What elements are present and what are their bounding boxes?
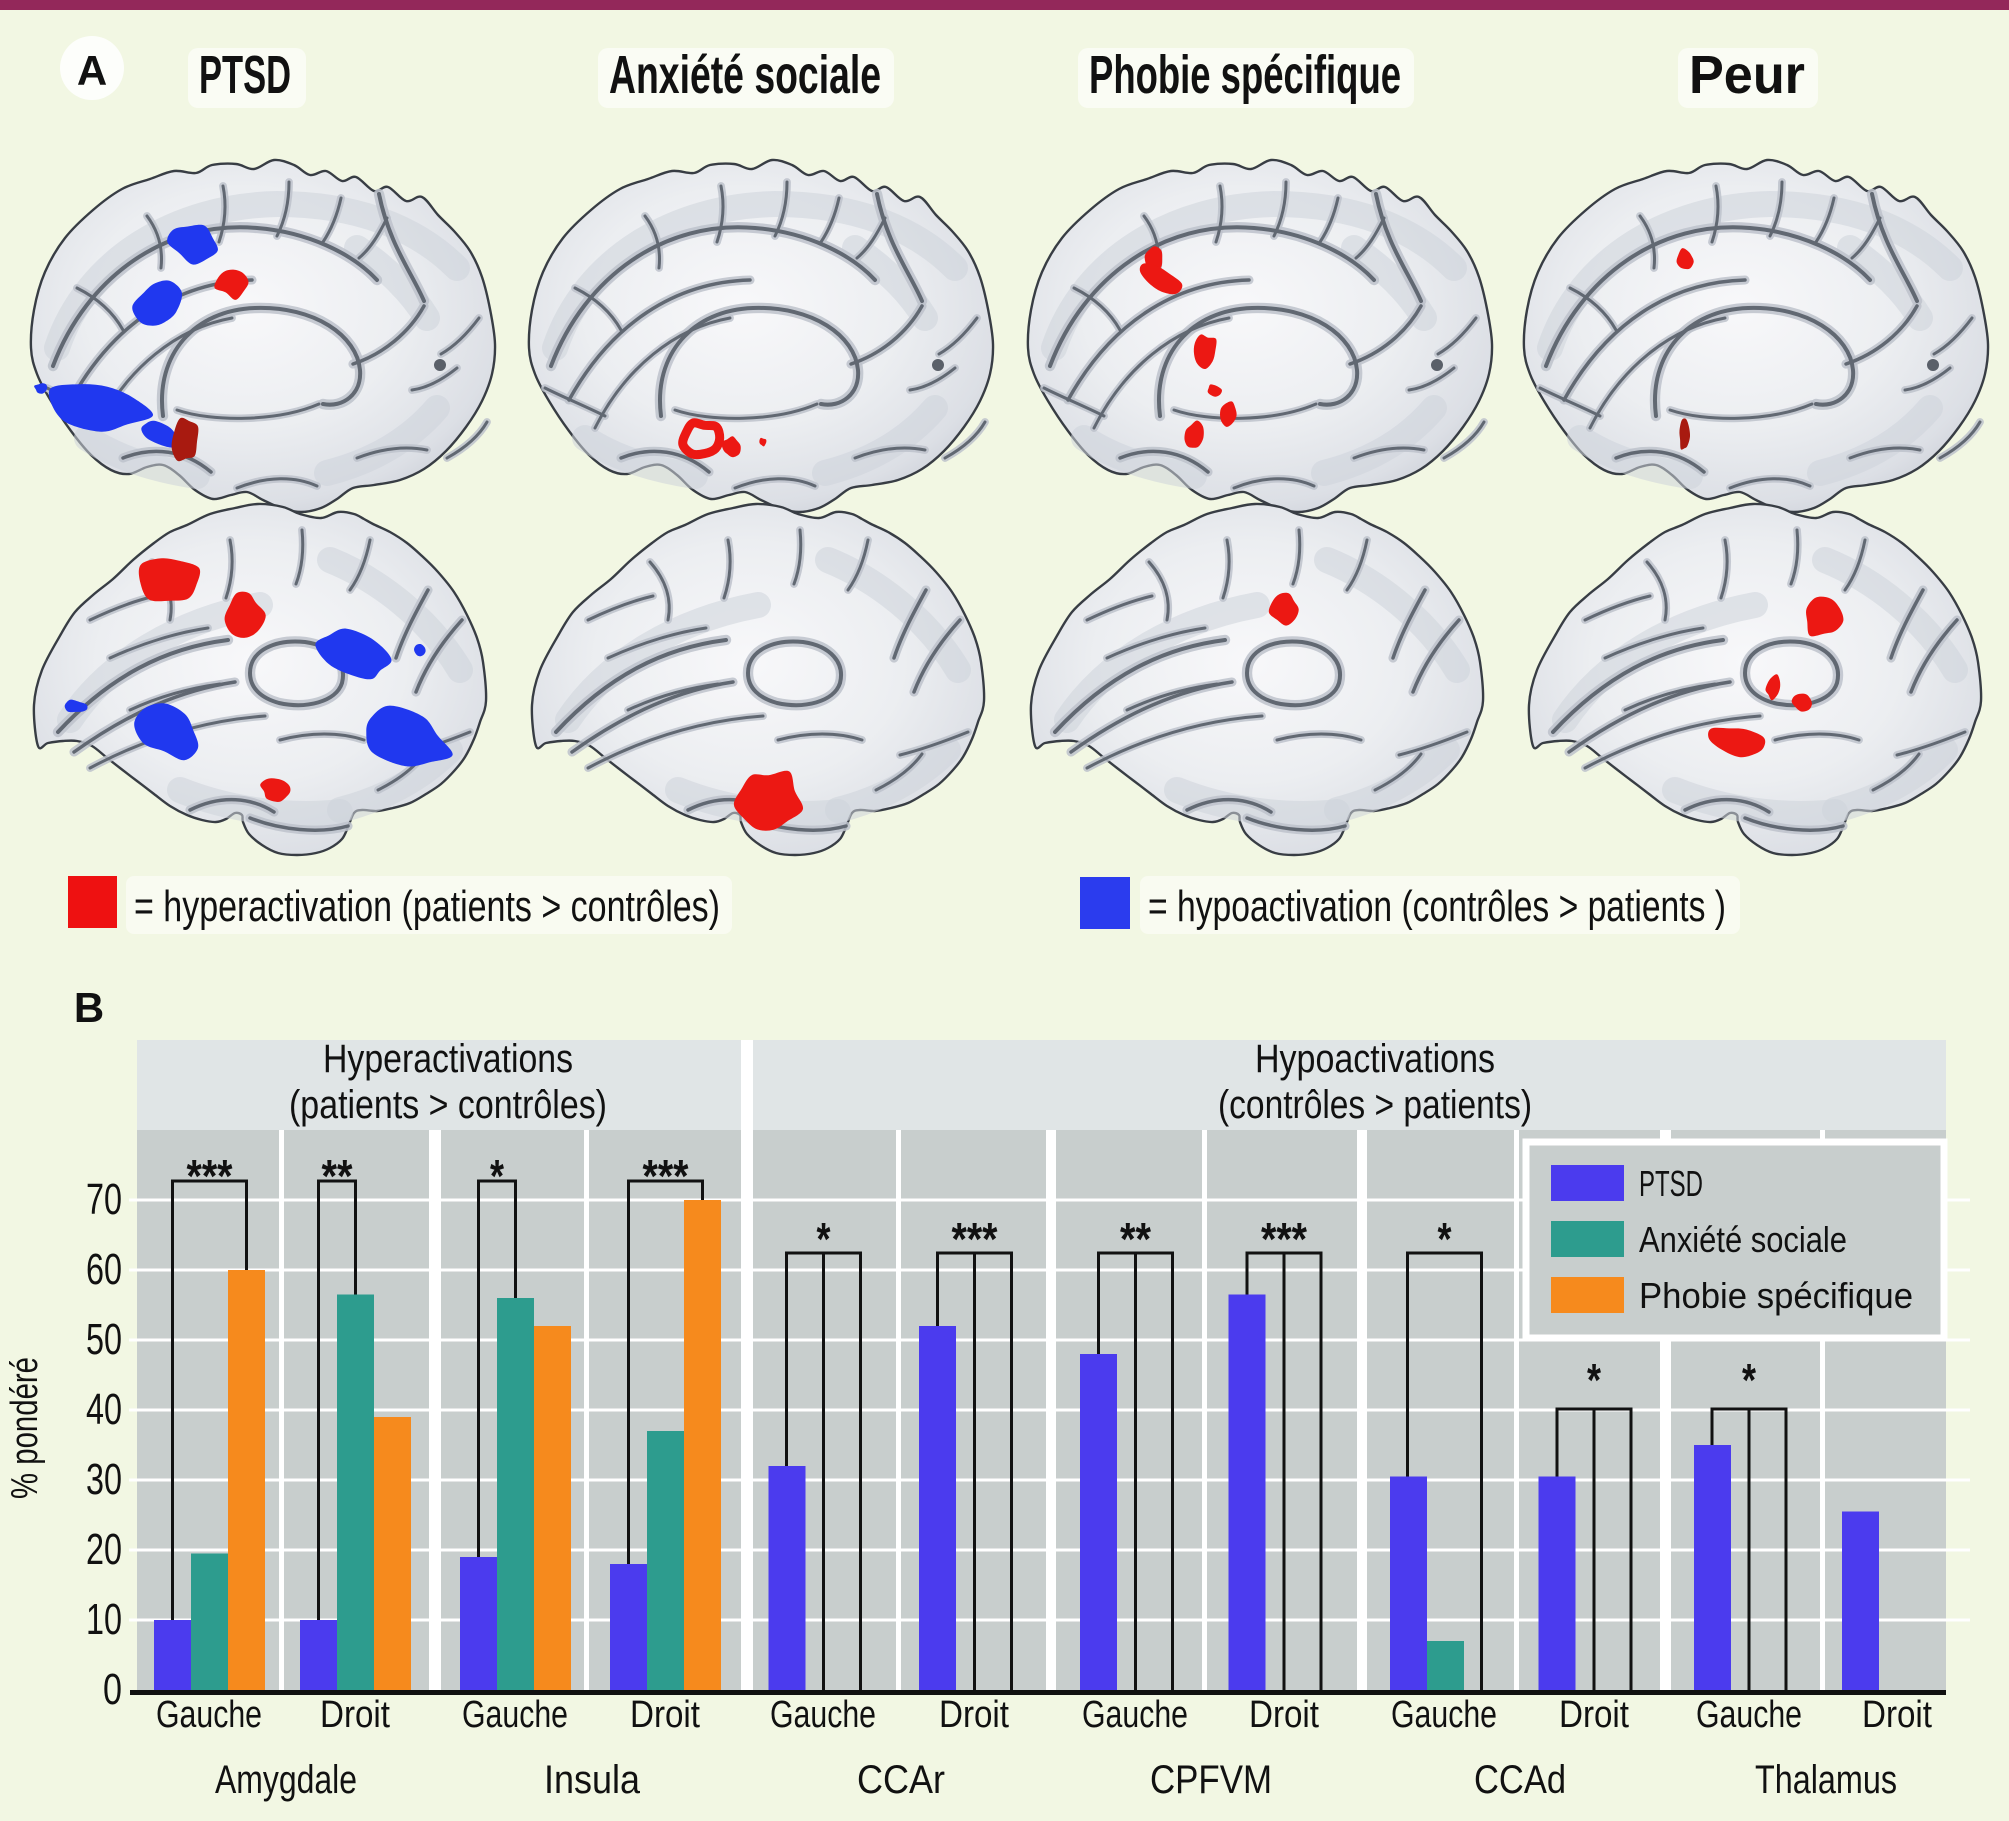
svg-text:30: 30 xyxy=(86,1455,122,1504)
svg-text:B: B xyxy=(74,984,104,1031)
svg-text:(contrôles > patients): (contrôles > patients) xyxy=(1218,1083,1532,1127)
svg-text:*: * xyxy=(1742,1354,1756,1406)
svg-text:Gauche: Gauche xyxy=(1391,1694,1497,1736)
svg-text:Phobie spécifique: Phobie spécifique xyxy=(1089,45,1401,105)
svg-text:CCAd: CCAd xyxy=(1474,1758,1566,1802)
svg-text:PTSD: PTSD xyxy=(199,45,291,105)
svg-text:Droit: Droit xyxy=(1862,1694,1932,1736)
svg-text:PTSD: PTSD xyxy=(1639,1163,1703,1204)
svg-text:**: ** xyxy=(1120,1213,1151,1265)
svg-text:Droit: Droit xyxy=(1249,1694,1319,1736)
svg-text:60: 60 xyxy=(86,1245,122,1294)
svg-text:Droit: Droit xyxy=(320,1694,390,1736)
svg-text:Hyperactivations: Hyperactivations xyxy=(323,1037,573,1081)
svg-text:CPFVM: CPFVM xyxy=(1150,1758,1272,1802)
svg-text:Insula: Insula xyxy=(544,1758,641,1802)
svg-text:CCAr: CCAr xyxy=(857,1758,945,1802)
svg-text:Droit: Droit xyxy=(630,1694,700,1736)
svg-text:Anxiété sociale: Anxiété sociale xyxy=(609,45,881,105)
svg-text:Hypoactivations: Hypoactivations xyxy=(1255,1037,1495,1081)
svg-text:Peur: Peur xyxy=(1689,45,1805,105)
svg-text:**: ** xyxy=(322,1150,353,1202)
svg-text:10: 10 xyxy=(86,1595,122,1644)
svg-text:*: * xyxy=(1587,1354,1601,1406)
svg-text:***: *** xyxy=(643,1150,689,1202)
svg-text:*: * xyxy=(817,1213,831,1265)
svg-text:50: 50 xyxy=(86,1315,122,1364)
svg-text:Gauche: Gauche xyxy=(1696,1694,1802,1736)
svg-text:40: 40 xyxy=(86,1385,122,1434)
svg-text:Gauche: Gauche xyxy=(156,1694,262,1736)
svg-text:Amygdale: Amygdale xyxy=(215,1758,357,1802)
svg-text:(patients > contrôles): (patients > contrôles) xyxy=(289,1083,607,1127)
svg-text:0: 0 xyxy=(103,1665,122,1714)
svg-text:Droit: Droit xyxy=(1559,1694,1629,1736)
svg-text:A: A xyxy=(77,47,107,94)
svg-text:***: *** xyxy=(952,1213,998,1265)
svg-text:20: 20 xyxy=(86,1525,122,1574)
svg-text:Anxiété sociale: Anxiété sociale xyxy=(1639,1219,1847,1260)
svg-text:Thalamus: Thalamus xyxy=(1755,1758,1897,1802)
svg-text:Gauche: Gauche xyxy=(1082,1694,1188,1736)
svg-text:% pondéré: % pondéré xyxy=(4,1357,46,1499)
svg-text:Phobie spécifique: Phobie spécifique xyxy=(1639,1275,1913,1316)
svg-text:Gauche: Gauche xyxy=(770,1694,876,1736)
svg-text:= hyperactivation (patients >: = hyperactivation (patients > contrôles) xyxy=(134,882,720,931)
svg-text:Gauche: Gauche xyxy=(462,1694,568,1736)
svg-text:***: *** xyxy=(1261,1213,1307,1265)
svg-text:*: * xyxy=(490,1150,504,1202)
svg-text:= hypoactivation (contrôles >: = hypoactivation (contrôles > patients ) xyxy=(1148,882,1726,931)
svg-text:Droit: Droit xyxy=(939,1694,1009,1736)
svg-text:*: * xyxy=(1438,1213,1452,1265)
svg-text:70: 70 xyxy=(86,1175,122,1224)
svg-text:***: *** xyxy=(187,1150,233,1202)
